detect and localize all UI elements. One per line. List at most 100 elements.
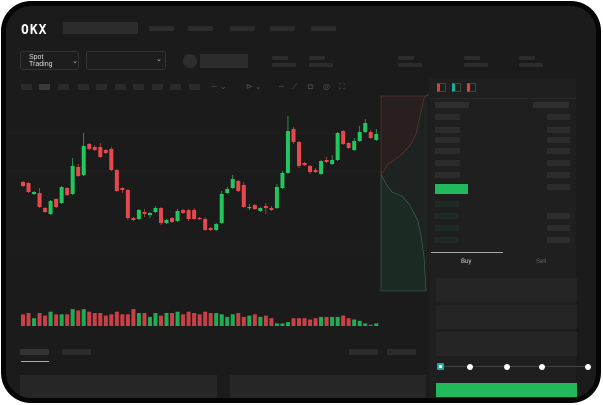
slider-step-75[interactable]: [539, 364, 545, 370]
candle-body: [70, 166, 75, 194]
volume-bar: [192, 313, 197, 326]
volume-bar: [346, 318, 351, 326]
amount-slider-handle[interactable]: [437, 363, 444, 370]
candle-body: [319, 161, 324, 174]
candle-body: [142, 212, 147, 214]
settings-icon[interactable]: ◎: [323, 82, 330, 91]
candle: [368, 130, 373, 139]
timeframe-button[interactable]: [96, 84, 107, 90]
orderbook-asks-icon[interactable]: [467, 83, 476, 92]
filter-button[interactable]: [387, 349, 416, 355]
ask-price: [435, 148, 460, 154]
volume-bar: [114, 311, 119, 326]
amount-slider-track[interactable]: [440, 366, 590, 367]
buy-button[interactable]: [436, 383, 577, 397]
volume-bar: [103, 315, 108, 326]
candle: [131, 217, 136, 221]
nav-item[interactable]: [149, 26, 174, 31]
price-input[interactable]: [436, 278, 577, 302]
nav-item[interactable]: [188, 26, 213, 31]
total-input[interactable]: [436, 332, 577, 356]
draw-tool-icon[interactable]: ⊳ ⌄: [246, 82, 262, 91]
chevron-down-icon: ⌄: [72, 57, 78, 65]
volume-bar: [352, 319, 357, 326]
orderbook-both-icon[interactable]: [437, 83, 446, 92]
tab-open-orders[interactable]: [20, 349, 49, 355]
candle-body: [26, 183, 31, 192]
pair-selector-dropdown[interactable]: ⌄: [86, 51, 166, 70]
timeframe-button[interactable]: [189, 84, 200, 90]
fullscreen-icon[interactable]: ⛶: [339, 82, 345, 91]
candle: [197, 217, 202, 220]
price-chart[interactable]: [6, 6, 596, 346]
amount-input[interactable]: [436, 305, 577, 329]
timeframe-button[interactable]: [170, 84, 181, 90]
candle-body: [192, 210, 197, 219]
line-tool-icon[interactable]: ∼: [278, 82, 285, 91]
volume-bar: [70, 309, 75, 326]
nav-item[interactable]: [270, 26, 295, 31]
candle-body: [37, 193, 42, 207]
candle-body: [374, 134, 379, 140]
market-selector-dropdown[interactable]: Spot Trading ⌄: [20, 51, 79, 70]
candle-body: [335, 133, 340, 160]
volume-bar: [258, 316, 263, 326]
candle-body: [147, 213, 152, 215]
candle-body: [153, 208, 158, 212]
tab-sell[interactable]: Sell: [536, 259, 547, 265]
volume-bar: [181, 314, 186, 326]
volume-bar: [59, 314, 64, 326]
ask-price: [435, 172, 460, 178]
volume-bar: [170, 313, 175, 326]
indicator-icon[interactable]: ∽ ⌄: [211, 82, 227, 91]
candle-body: [170, 218, 175, 222]
candle: [230, 175, 235, 189]
volume-bar: [319, 316, 324, 326]
timeframe-button[interactable]: [133, 84, 144, 90]
timeframe-button[interactable]: [152, 84, 163, 90]
candle: [181, 209, 186, 214]
orderbook-bids-icon[interactable]: [452, 83, 461, 92]
candle-body: [59, 187, 64, 203]
volume-bar: [164, 313, 169, 326]
candle: [297, 141, 301, 168]
volume-bar: [214, 313, 219, 326]
slider-step-50[interactable]: [504, 364, 510, 370]
candle: [76, 164, 81, 177]
candle-body: [330, 160, 335, 164]
pencil-icon[interactable]: ⟋: [292, 82, 298, 91]
candle: [142, 209, 147, 217]
volume-bar: [357, 320, 362, 326]
volume-bar: [313, 318, 318, 326]
search-bar[interactable]: [63, 22, 138, 34]
slider-step-100[interactable]: [585, 364, 591, 370]
candle-body: [103, 150, 108, 153]
timeframe-button[interactable]: [78, 84, 89, 90]
candle-body: [368, 132, 373, 138]
coin-avatar: [183, 54, 197, 68]
candle: [43, 207, 48, 213]
mid-price-badge: [435, 184, 468, 194]
timeframe-button[interactable]: [58, 84, 69, 90]
timeframe-button[interactable]: [21, 84, 32, 90]
volume-bar: [241, 316, 246, 326]
okx-logo[interactable]: OKX: [21, 23, 48, 38]
tab-buy[interactable]: Buy: [461, 259, 472, 265]
order-card: [20, 375, 217, 398]
candle: [159, 207, 163, 225]
timeframe-button[interactable]: [39, 84, 50, 90]
nav-item[interactable]: [311, 26, 336, 31]
volume-bar: [153, 313, 158, 326]
nav-item[interactable]: [230, 26, 255, 31]
slider-step-25[interactable]: [467, 364, 473, 370]
camera-icon[interactable]: ◘: [308, 82, 313, 91]
volume-bar: [236, 313, 241, 326]
timeframe-button[interactable]: [115, 84, 126, 90]
filter-button[interactable]: [349, 349, 378, 355]
candle: [120, 187, 125, 193]
volume-bar: [308, 319, 313, 326]
bid-price: [435, 225, 459, 231]
ask-amount: [547, 137, 570, 143]
tab-order-history[interactable]: [62, 349, 91, 355]
